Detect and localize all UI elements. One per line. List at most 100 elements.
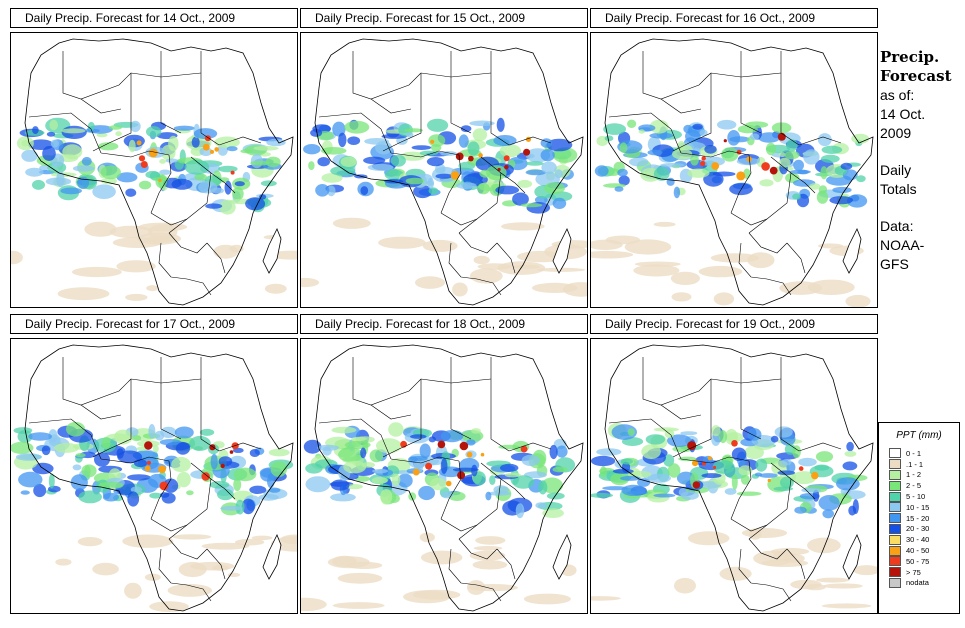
legend-label: > 75	[906, 567, 921, 577]
precip-cell	[186, 490, 194, 496]
precip-cell	[146, 126, 162, 138]
precip-cell	[672, 148, 693, 160]
precip-cell	[46, 131, 56, 137]
precip-cell	[194, 173, 207, 181]
precip-cell	[176, 471, 191, 488]
legend-label: 2 - 5	[906, 481, 922, 491]
precip-cell	[786, 139, 798, 152]
heavy-rain-cell	[146, 460, 151, 465]
precip-cell	[477, 182, 490, 195]
legend-swatch	[889, 469, 901, 480]
precip-cell	[375, 141, 393, 155]
precip-cell	[425, 180, 434, 186]
coastline	[24, 38, 294, 306]
precip-cell	[538, 480, 548, 495]
precip-cell	[525, 169, 546, 176]
coastline	[24, 344, 294, 612]
country-border	[390, 150, 460, 158]
precip-cell	[32, 179, 45, 190]
precip-cell	[218, 165, 238, 173]
country-border	[440, 212, 478, 226]
legend-item: 10 - 15	[889, 502, 929, 513]
precip-cell	[594, 165, 609, 177]
drizzle-patch	[55, 558, 72, 566]
precip-cell	[159, 439, 182, 446]
legend-swatch	[889, 534, 901, 545]
precip-cell	[258, 494, 279, 501]
precip-cell	[466, 439, 476, 446]
precip-cell	[226, 146, 238, 152]
precip-cell	[72, 165, 95, 172]
coastline	[604, 38, 874, 306]
drizzle-patch	[378, 236, 426, 249]
panel-title: Daily Precip. Forecast for 17 Oct., 2009	[10, 314, 298, 334]
precip-cell	[78, 490, 102, 504]
precip-cell	[711, 433, 721, 446]
heavy-rain-cell	[701, 156, 706, 161]
precip-cell	[749, 133, 760, 140]
heavy-rain-cell	[523, 148, 531, 156]
precip-cell	[680, 431, 698, 436]
country-border	[766, 584, 792, 602]
drizzle-patch	[591, 239, 623, 250]
country-border	[150, 212, 188, 226]
legend-item: .1 - 1	[889, 459, 929, 470]
country-border	[730, 460, 752, 520]
legend-item: 50 - 75	[889, 556, 929, 567]
legend-swatch	[889, 545, 901, 556]
heavy-rain-cell	[746, 156, 752, 162]
precip-cell	[818, 185, 828, 194]
heavy-rain-cell	[692, 460, 699, 467]
precip-cell	[343, 460, 367, 474]
precip-cell	[355, 475, 371, 482]
precip-cell	[515, 503, 525, 519]
precip-cell	[330, 493, 356, 502]
precip-cell	[21, 140, 30, 147]
precip-cell	[42, 146, 56, 161]
drizzle-patch	[149, 601, 189, 612]
precip-cell	[205, 203, 223, 209]
precip-cell	[814, 464, 830, 471]
precip-cell	[781, 459, 792, 466]
precip-cell	[552, 466, 568, 473]
precip-cell	[493, 485, 509, 495]
drizzle-patch	[415, 276, 445, 289]
legend-swatch	[889, 459, 901, 470]
precip-cell	[32, 126, 39, 135]
heavy-rain-cell	[478, 153, 483, 158]
precip-cell	[260, 180, 277, 187]
country-border	[92, 73, 132, 152]
legend-item: 5 - 10	[889, 491, 929, 502]
precip-cell	[171, 178, 193, 190]
country-border	[200, 51, 220, 146]
precip-cell	[524, 471, 547, 479]
country-border	[608, 112, 682, 154]
precip-cell	[367, 163, 394, 171]
precip-cell	[660, 163, 685, 168]
country-border	[496, 548, 516, 580]
precip-cell	[792, 445, 801, 459]
precip-cell	[199, 428, 215, 436]
country-border	[798, 442, 842, 452]
drizzle-patch	[77, 537, 103, 547]
precip-cell	[640, 172, 653, 177]
heavy-rain-cell	[687, 441, 697, 451]
precip-cell	[755, 458, 768, 472]
precip-cell	[81, 464, 97, 478]
precip-cell	[308, 161, 315, 171]
precip-cell	[552, 197, 567, 209]
precip-cell	[496, 117, 505, 132]
panel-title: Daily Precip. Forecast for 15 Oct., 2009	[300, 8, 588, 28]
drizzle-patch	[500, 222, 545, 231]
precip-cell	[233, 467, 257, 482]
precip-cell	[20, 490, 30, 495]
country-border	[150, 460, 172, 520]
precip-cell	[320, 147, 347, 155]
country-border	[680, 456, 750, 464]
drizzle-patch	[713, 292, 735, 306]
precip-cell	[620, 458, 633, 465]
heavy-rain-cell	[466, 451, 473, 458]
precip-cell	[210, 453, 218, 470]
precip-cell	[554, 169, 563, 179]
precip-cell	[152, 445, 159, 453]
